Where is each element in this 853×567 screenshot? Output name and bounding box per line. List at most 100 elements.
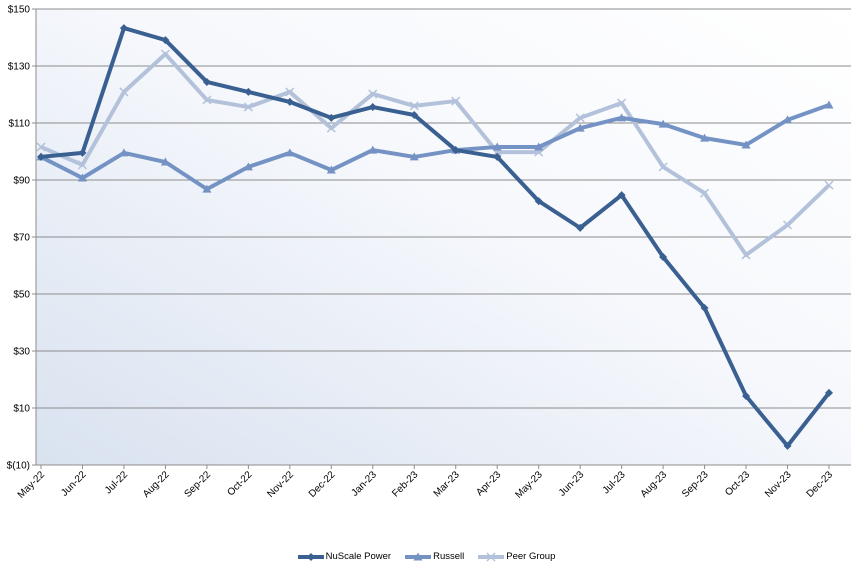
data-point [493,152,502,161]
legend-swatch-icon [297,552,324,561]
x-tick-label: Nov-22 [265,469,296,500]
data-point [824,180,834,190]
data-point [78,148,87,157]
x-tick-label: Jul-23 [601,469,628,496]
data-point [783,115,793,124]
data-point [368,89,378,99]
x-tick-label: Jun-22 [59,469,89,499]
series-nuscale-power [37,24,833,450]
legend-swatch-icon [405,552,432,560]
data-point [451,146,460,155]
legend: NuScale Power Russell Peer Group [0,551,853,562]
data-point [285,97,294,106]
series-peer-group [36,49,834,260]
data-point [77,160,88,170]
y-tick-label: $110 [8,119,30,130]
data-point [326,165,336,174]
data-point [326,123,336,133]
data-point [534,197,543,206]
x-tick-label: May-22 [16,469,48,501]
data-point [742,392,751,401]
y-tick-label: $30 [13,347,30,358]
data-point [160,157,170,166]
data-point [37,152,45,161]
y-tick-label: $(10) [7,461,30,472]
data-point [534,142,544,151]
data-point [285,87,295,97]
legend-marker-icon [306,552,315,561]
data-point [783,441,792,450]
line-chart: $(10) $10 $30 $50 $70 $90 $110 $130 $150 May-22 J… [7,5,851,501]
y-tick-label: $70 [13,233,30,244]
legend-item: Russell [405,551,464,562]
data-point [658,119,668,128]
data-point [327,113,336,122]
data-point [409,101,419,111]
x-tick-label: May-23 [513,469,545,501]
data-point [825,388,833,397]
series-line [40,52,831,257]
legend-marker-icon [486,551,496,562]
series-line [40,103,830,192]
data-point [244,87,253,96]
legend-label: NuScale Power [325,551,392,562]
data-point [202,77,211,86]
data-point [576,223,585,232]
x-tick-label: Oct-23 [723,469,752,498]
data-point [451,96,461,106]
legend-marker-icon [413,552,423,560]
series-russell [36,100,834,193]
x-tick-label: Dec-23 [805,469,836,500]
data-point [161,36,170,45]
data-point [659,252,668,261]
data-point [36,142,46,152]
data-point [782,220,793,230]
data-point [119,148,129,157]
series-line [40,26,831,448]
data-point [243,102,253,112]
legend-label: Russell [433,551,465,562]
data-point [617,191,626,200]
data-point [119,24,128,33]
x-tick-label: Sep-23 [680,469,711,500]
data-point [575,113,585,123]
y-tick-label: $50 [13,290,30,301]
legend-item: NuScale Power [297,551,392,562]
x-tick-label: Jul-22 [103,469,130,496]
data-point [202,95,212,105]
data-point [658,162,668,172]
x-tick-label: Mar-23 [432,469,462,499]
x-tick-label: Sep-22 [182,469,213,500]
data-point [410,111,419,120]
data-point [700,133,710,142]
x-tick-label: Nov-23 [763,469,794,500]
x-tick-label: Aug-22 [141,469,172,500]
data-point [243,162,253,171]
x-tick-label: Apr-23 [474,469,503,498]
data-point [700,303,709,312]
x-tick-label: Dec-22 [307,469,338,500]
x-tick-label: Jun-23 [557,469,587,499]
data-point [741,140,751,149]
data-point [492,142,502,151]
y-tick-label: $150 [8,5,31,16]
data-point [160,49,170,59]
y-tick-label: $90 [13,176,30,187]
data-point [285,148,295,157]
legend-swatch-icon [478,551,505,562]
data-point [119,87,129,97]
data-point [368,145,378,154]
x-tick-label: Aug-23 [639,469,670,500]
x-tick-label: Oct-22 [225,469,254,498]
data-point [741,250,751,260]
data-point [368,103,377,112]
data-point [202,184,212,193]
x-tick-label: Feb-23 [390,469,420,499]
data-point [824,100,834,109]
data-point [575,123,585,132]
y-tick-label: $130 [8,62,31,73]
data-point [409,152,419,161]
y-tick-label: $10 [13,404,30,415]
data-point [700,188,710,198]
x-tick-label: Jan-23 [350,469,380,499]
